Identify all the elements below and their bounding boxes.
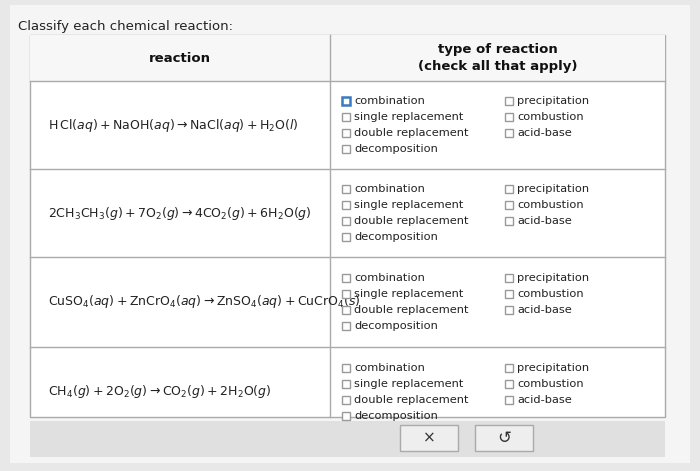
Bar xyxy=(342,201,350,209)
Bar xyxy=(342,306,350,314)
Bar xyxy=(505,274,513,282)
Bar xyxy=(342,233,350,241)
Text: $\mathrm{2CH_3CH_3}(g) + \mathrm{7O_2}(g) \rightarrow \mathrm{4CO_2}(g) + \mathr: $\mathrm{2CH_3CH_3}(g) + \mathrm{7O_2}(g… xyxy=(48,204,312,221)
Text: combustion: combustion xyxy=(517,379,584,389)
Text: acid-base: acid-base xyxy=(517,128,572,138)
Text: decomposition: decomposition xyxy=(354,411,438,421)
Bar xyxy=(30,421,665,457)
Text: decomposition: decomposition xyxy=(354,144,438,154)
Text: double replacement: double replacement xyxy=(354,305,468,315)
Text: $\mathrm{CH_4}(g) + \mathrm{2O_2}(g) \rightarrow \mathrm{CO_2}(g) + \mathrm{2H_2: $\mathrm{CH_4}(g) + \mathrm{2O_2}(g) \ri… xyxy=(48,383,272,400)
Text: precipitation: precipitation xyxy=(517,96,589,106)
Text: single replacement: single replacement xyxy=(354,289,463,299)
Text: Classify each chemical reaction:: Classify each chemical reaction: xyxy=(18,20,233,33)
Bar xyxy=(342,290,350,298)
Bar xyxy=(505,380,513,388)
Text: combustion: combustion xyxy=(517,289,584,299)
Bar xyxy=(505,97,513,105)
Text: acid-base: acid-base xyxy=(517,305,572,315)
Text: acid-base: acid-base xyxy=(517,216,572,226)
Bar xyxy=(342,322,350,330)
Text: reaction: reaction xyxy=(149,51,211,65)
Text: ↺: ↺ xyxy=(497,429,511,447)
Bar xyxy=(342,217,350,225)
Bar xyxy=(342,364,350,372)
Bar xyxy=(342,412,350,420)
Bar xyxy=(342,145,350,153)
Text: precipitation: precipitation xyxy=(517,273,589,283)
Text: combination: combination xyxy=(354,184,425,194)
Bar xyxy=(505,217,513,225)
Text: decomposition: decomposition xyxy=(354,321,438,331)
Text: combination: combination xyxy=(354,273,425,283)
Text: combustion: combustion xyxy=(517,112,584,122)
Bar xyxy=(342,380,350,388)
Text: type of reaction
(check all that apply): type of reaction (check all that apply) xyxy=(418,43,578,73)
Bar xyxy=(342,274,350,282)
Bar xyxy=(505,306,513,314)
Bar xyxy=(342,129,350,137)
Bar xyxy=(475,425,533,451)
Text: precipitation: precipitation xyxy=(517,363,589,373)
Text: combination: combination xyxy=(354,363,425,373)
Text: single replacement: single replacement xyxy=(354,112,463,122)
Text: double replacement: double replacement xyxy=(354,216,468,226)
Text: acid-base: acid-base xyxy=(517,395,572,405)
Text: combustion: combustion xyxy=(517,200,584,210)
Text: $\mathrm{H\,Cl}(aq) + \mathrm{NaOH}(aq) \rightarrow \mathrm{NaCl}(aq) + \mathrm{: $\mathrm{H\,Cl}(aq) + \mathrm{NaOH}(aq) … xyxy=(48,116,299,133)
Bar xyxy=(505,201,513,209)
Bar xyxy=(505,129,513,137)
Text: ×: × xyxy=(423,430,435,446)
Text: single replacement: single replacement xyxy=(354,379,463,389)
Bar xyxy=(505,185,513,193)
Bar xyxy=(400,425,458,451)
Text: single replacement: single replacement xyxy=(354,200,463,210)
Bar xyxy=(342,113,350,121)
Bar xyxy=(505,364,513,372)
Bar xyxy=(30,35,665,417)
Bar xyxy=(30,35,665,81)
Text: combination: combination xyxy=(354,96,425,106)
Text: $\mathrm{CuSO_4}(aq) + \mathrm{ZnCrO_4}(aq) \rightarrow \mathrm{ZnSO_4}(aq) + \m: $\mathrm{CuSO_4}(aq) + \mathrm{ZnCrO_4}(… xyxy=(48,293,360,310)
Text: decomposition: decomposition xyxy=(354,232,438,242)
Text: double replacement: double replacement xyxy=(354,128,468,138)
Bar xyxy=(342,185,350,193)
Bar xyxy=(342,97,350,105)
Text: precipitation: precipitation xyxy=(517,184,589,194)
Bar xyxy=(505,290,513,298)
Text: double replacement: double replacement xyxy=(354,395,468,405)
Bar xyxy=(342,396,350,404)
Bar xyxy=(505,113,513,121)
Bar xyxy=(505,396,513,404)
